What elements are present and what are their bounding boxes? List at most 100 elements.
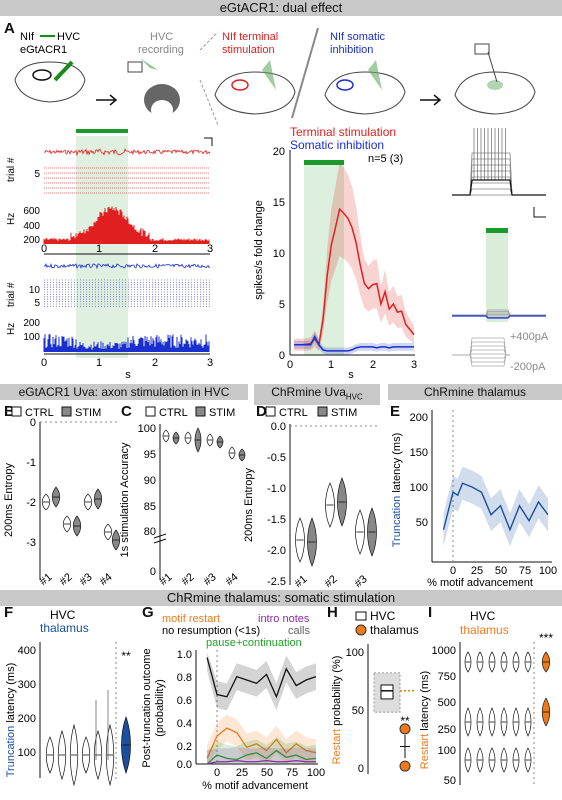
- d-y-label: 200ms Entropy: [243, 468, 255, 542]
- schematic-nif-somatic: NIf somatic inhibition: [324, 31, 406, 115]
- fold-y-tick: 5: [279, 299, 285, 311]
- i-y-tick: 750: [438, 671, 456, 683]
- step-pulse: [452, 354, 510, 363]
- g-x-tick: 50: [261, 767, 273, 779]
- fold-y-tick: 15: [273, 197, 285, 209]
- b-y-tick: -1: [26, 457, 36, 469]
- b-y-tick: 0: [30, 417, 36, 429]
- d-y-tick: -2.0: [267, 545, 286, 557]
- b-x-tick: #3: [78, 571, 95, 588]
- blue-raster: [44, 279, 210, 307]
- h-legend-thalamus: thalamus: [370, 623, 419, 637]
- fold-series-line: [294, 207, 415, 347]
- blue-x-label: s: [125, 369, 131, 381]
- fold-y-tick: 0: [279, 350, 285, 362]
- schematic-hvc-recording: HVC recording: [127, 31, 184, 120]
- f-title-thalamus: thalamus: [40, 621, 89, 635]
- g-ci-band: [207, 747, 316, 764]
- f-y-tick: 300: [18, 679, 36, 691]
- e-x-tick: 0: [450, 565, 456, 577]
- blue-trial-tick: 5: [34, 298, 40, 309]
- panel-c: CTRL STIM 100 95 90 85 80 0 1s stimulati…: [119, 406, 246, 588]
- f-y-tick: 400: [18, 645, 36, 657]
- i-y-tick: 1000: [432, 645, 456, 657]
- f-title-hvc: HVC: [50, 608, 76, 622]
- g-legend-noresume: no resumption (<1s): [162, 625, 260, 637]
- red-hz-label: Hz: [6, 213, 17, 225]
- h-y-label-b: probability (%): [331, 656, 343, 729]
- panel-a-psth: trial # 5 Hz 600 400 200 0 1 2 3 trial #…: [6, 129, 213, 381]
- fold-y-tick: 10: [273, 248, 285, 260]
- fold-x-tick: 1: [328, 359, 334, 371]
- schematic-construct: eGtACR1: [20, 44, 67, 56]
- dashed-divider: [199, 31, 219, 51]
- arrow-icon-2: [420, 94, 442, 106]
- panel-a-ephys: +400pA -200pA: [452, 128, 549, 373]
- f-y-label-a: Truncation: [5, 726, 17, 778]
- fold-y-tick: 20: [273, 146, 285, 158]
- panel-letter-a: A: [4, 20, 15, 37]
- e-x-tick: 100: [539, 565, 557, 577]
- d-x-tick: #3: [353, 573, 370, 590]
- panel-f: HVC thalamus 400 300 200 100 Truncation …: [5, 608, 131, 787]
- stim-bar: [76, 129, 128, 133]
- h-legend-thal-swatch: [355, 624, 367, 636]
- separator-slash: [291, 27, 319, 119]
- panel-d: CTRL STIM 0.0 -0.5 -1.0 -1.5 -2.0 -2.5 2…: [243, 406, 380, 590]
- h-box-hvc: [380, 684, 394, 700]
- c-y-tick: 100: [138, 423, 156, 435]
- legend-ctrl-c: CTRL: [159, 407, 188, 419]
- g-series: [206, 652, 317, 765]
- panel-letter-b: B: [4, 403, 15, 420]
- panel-e: 200 150 100 50 0 25 50 75 100 % motif ad…: [391, 410, 557, 589]
- panel-h: HVC thalamus 100 50 0 Restart probabilit…: [331, 609, 419, 775]
- h-y-label-a: Restart: [331, 729, 343, 764]
- fold-legend-red: Terminal stimulation: [290, 125, 396, 139]
- ephys-trace: [452, 188, 546, 196]
- g-y-tick: 1.0: [177, 649, 192, 661]
- d-y-tick: -2.5: [267, 576, 286, 588]
- fold-legend-blue: Somatic inhibition: [290, 138, 384, 152]
- red-hz-tick: 400: [23, 221, 40, 232]
- brain-somatic-icon: [324, 71, 406, 115]
- g-series-line: [206, 727, 317, 759]
- brain-icon: [14, 61, 86, 103]
- red-trial-label: trial #: [6, 157, 17, 182]
- i-y-tick: 100: [438, 745, 456, 757]
- fold-x-tick: 3: [411, 359, 417, 371]
- blue-trace-line: [43, 262, 211, 270]
- g-legend-restart: motif restart: [162, 613, 220, 625]
- red-trial-tick: 5: [34, 169, 40, 180]
- section-d-header: ChRmine UvaHVC: [254, 384, 380, 406]
- panel-b: CTRL STIM 0 -1 -2 -3 200ms Entropy #1 #2…: [3, 406, 121, 588]
- slice-region-icon: [487, 80, 503, 90]
- g-x-label: % motif advancement: [202, 780, 308, 792]
- legend-stim-swatch-c: [195, 406, 206, 417]
- d-y-tick: -1.5: [267, 514, 286, 526]
- h-thal-dot: [399, 723, 411, 735]
- c-y-tick: 90: [144, 475, 156, 487]
- red-hz-tick: 200: [23, 235, 40, 246]
- h-y-tick: 100: [346, 647, 364, 659]
- fold-series-line: [294, 334, 414, 352]
- fold-stim-shade: [304, 165, 344, 355]
- ephys-lower-traces: [452, 309, 546, 319]
- syringe-icon: [53, 60, 74, 82]
- ephys-trace-black: [452, 179, 546, 196]
- blue-trial-label: trial #: [6, 282, 17, 307]
- e-y-tick: 200: [410, 412, 428, 424]
- blue-hz-tick: 100: [23, 332, 40, 343]
- bird-belly-icon: [151, 100, 173, 120]
- i-title-hvc: HVC: [470, 609, 496, 623]
- red-voltage-trace: [43, 148, 211, 157]
- hvc-region-icon: [32, 69, 52, 81]
- i-y-tick: 250: [438, 724, 456, 736]
- i-violins: [464, 651, 551, 773]
- schematic-soma-1: NIf somatic: [330, 31, 386, 43]
- ephys-low-blue: [452, 315, 546, 319]
- panel-letter-c: C: [121, 403, 132, 420]
- fold-series: [294, 162, 415, 355]
- blue-x-tick: 0: [41, 357, 47, 369]
- e-x-tick: 25: [471, 565, 483, 577]
- terminal-light-icon: [262, 60, 276, 90]
